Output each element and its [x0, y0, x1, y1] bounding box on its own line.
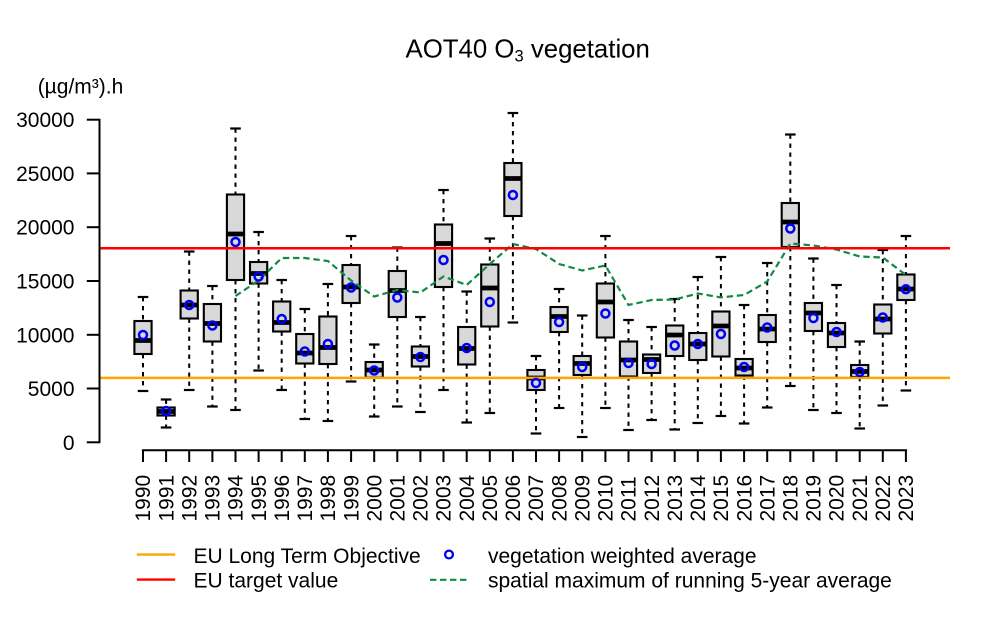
svg-text:15000: 15000 [16, 271, 74, 294]
svg-text:2012: 2012 [641, 475, 664, 522]
svg-text:2023: 2023 [895, 475, 918, 522]
svg-text:1991: 1991 [155, 475, 178, 522]
svg-text:25000: 25000 [16, 163, 74, 186]
svg-text:2006: 2006 [502, 475, 525, 522]
svg-text:2008: 2008 [548, 475, 571, 522]
svg-text:EU target value: EU target value [194, 569, 339, 592]
svg-text:2015: 2015 [710, 475, 733, 522]
svg-text:2004: 2004 [456, 474, 479, 521]
svg-text:2009: 2009 [571, 475, 594, 522]
svg-text:2003: 2003 [433, 475, 456, 522]
svg-text:vegetation weighted average: vegetation weighted average [488, 545, 757, 568]
svg-text:5000: 5000 [28, 378, 75, 401]
svg-text:1998: 1998 [317, 475, 340, 522]
svg-text:2019: 2019 [803, 475, 826, 522]
svg-text:2000: 2000 [363, 475, 386, 522]
svg-text:2022: 2022 [872, 475, 895, 522]
svg-text:EU Long Term Objective: EU Long Term Objective [194, 545, 421, 568]
svg-text:1996: 1996 [271, 475, 294, 522]
svg-text:1995: 1995 [248, 475, 271, 522]
svg-text:2014: 2014 [687, 474, 710, 521]
svg-text:2018: 2018 [780, 475, 803, 522]
svg-text:1997: 1997 [294, 475, 317, 522]
svg-text:2020: 2020 [826, 475, 849, 522]
svg-text:10000: 10000 [16, 324, 74, 347]
svg-text:2017: 2017 [756, 475, 779, 522]
svg-text:2011: 2011 [618, 476, 641, 521]
svg-text:1993: 1993 [202, 475, 225, 522]
svg-text:30000: 30000 [16, 109, 74, 132]
svg-text:1992: 1992 [178, 475, 201, 522]
svg-text:2016: 2016 [733, 475, 756, 522]
svg-text:spatial maximum of running 5-y: spatial maximum of running 5-year averag… [488, 569, 892, 592]
svg-text:1994: 1994 [225, 474, 248, 521]
svg-text:2001: 2001 [387, 475, 410, 522]
svg-text:AOT40 O3 vegetation: AOT40 O3 vegetation [406, 35, 650, 65]
svg-text:1990: 1990 [132, 475, 155, 522]
svg-text:2013: 2013 [664, 475, 687, 522]
svg-text:2021: 2021 [849, 475, 872, 522]
svg-text:2010: 2010 [595, 475, 618, 522]
svg-text:(µg/m³).h: (µg/m³).h [38, 76, 124, 99]
svg-text:2002: 2002 [410, 475, 433, 522]
svg-text:1999: 1999 [340, 475, 363, 522]
svg-text:20000: 20000 [16, 217, 74, 240]
svg-text:2007: 2007 [525, 475, 548, 522]
svg-text:0: 0 [63, 432, 75, 455]
svg-text:2005: 2005 [479, 475, 502, 522]
